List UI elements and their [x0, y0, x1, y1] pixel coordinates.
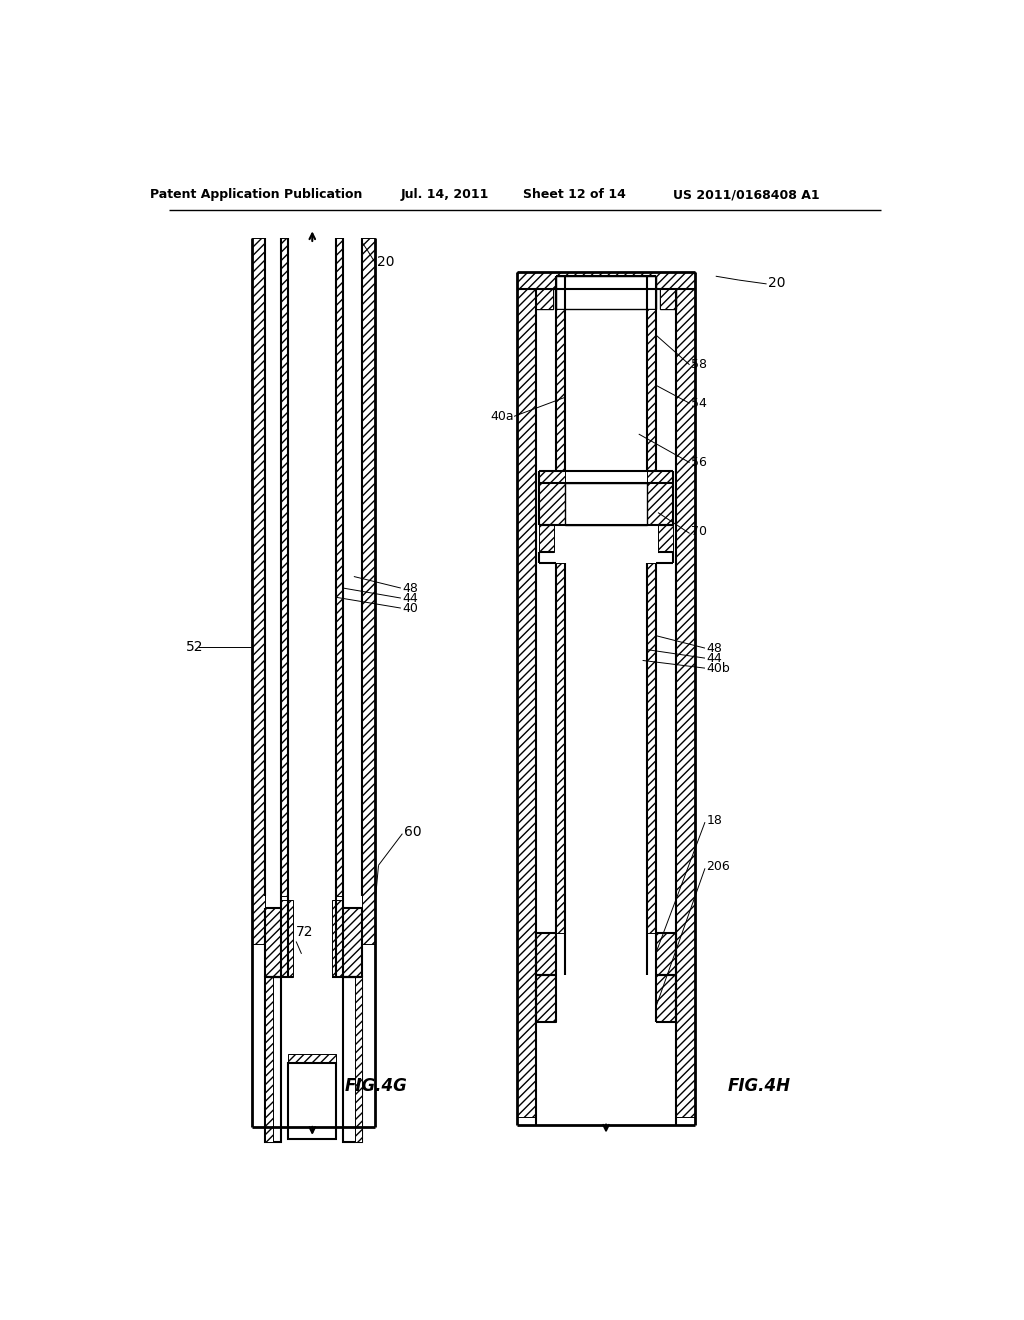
Bar: [332, 900, 343, 977]
Bar: [647, 309, 656, 471]
Text: 44: 44: [402, 591, 418, 605]
Text: 58: 58: [691, 358, 708, 371]
Bar: [659, 289, 676, 309]
Bar: [343, 977, 362, 1142]
Text: 54: 54: [691, 397, 707, 409]
Text: FIG.4H: FIG.4H: [727, 1077, 791, 1096]
Bar: [282, 900, 293, 977]
Text: US 2011/0168408 A1: US 2011/0168408 A1: [673, 187, 820, 201]
Text: Sheet 12 of 14: Sheet 12 of 14: [522, 187, 626, 201]
Text: 52: 52: [186, 640, 204, 655]
Text: 72: 72: [296, 925, 313, 940]
Text: 40a: 40a: [490, 409, 514, 422]
Bar: [282, 238, 289, 896]
Bar: [252, 238, 265, 944]
Text: 48: 48: [402, 582, 418, 594]
Bar: [539, 483, 565, 525]
Text: 20: 20: [768, 276, 785, 290]
Bar: [647, 483, 674, 525]
Text: 44: 44: [707, 652, 722, 665]
Text: 56: 56: [691, 455, 707, 469]
Text: 70: 70: [691, 525, 708, 539]
Bar: [289, 1053, 336, 1063]
Bar: [537, 289, 553, 309]
Bar: [676, 289, 695, 1117]
Text: 20: 20: [377, 255, 394, 269]
Bar: [537, 975, 556, 1022]
Bar: [656, 933, 676, 975]
Bar: [343, 908, 362, 977]
Bar: [265, 908, 282, 977]
Bar: [647, 471, 674, 483]
Bar: [265, 977, 273, 1142]
Bar: [565, 483, 647, 525]
Bar: [336, 238, 343, 896]
Bar: [265, 977, 282, 1142]
Bar: [658, 525, 674, 552]
Bar: [556, 309, 565, 471]
Bar: [517, 272, 695, 289]
Bar: [289, 1063, 336, 1139]
Bar: [539, 471, 565, 483]
Bar: [354, 977, 362, 1142]
Bar: [659, 289, 676, 309]
Bar: [362, 238, 376, 944]
Text: 48: 48: [707, 642, 722, 655]
Text: 18: 18: [707, 814, 722, 828]
Text: Jul. 14, 2011: Jul. 14, 2011: [400, 187, 488, 201]
Text: Patent Application Publication: Patent Application Publication: [150, 187, 362, 201]
Bar: [556, 564, 565, 933]
Bar: [537, 933, 556, 975]
Bar: [656, 975, 676, 1022]
Bar: [556, 276, 656, 309]
Text: FIG.4G: FIG.4G: [345, 1077, 408, 1096]
Bar: [537, 289, 553, 309]
Bar: [539, 525, 554, 552]
Text: 40b: 40b: [707, 661, 730, 675]
Text: 60: 60: [403, 825, 422, 840]
Bar: [517, 289, 537, 1117]
Text: 40: 40: [402, 602, 418, 615]
Text: 206: 206: [707, 861, 730, 874]
Bar: [647, 564, 656, 933]
